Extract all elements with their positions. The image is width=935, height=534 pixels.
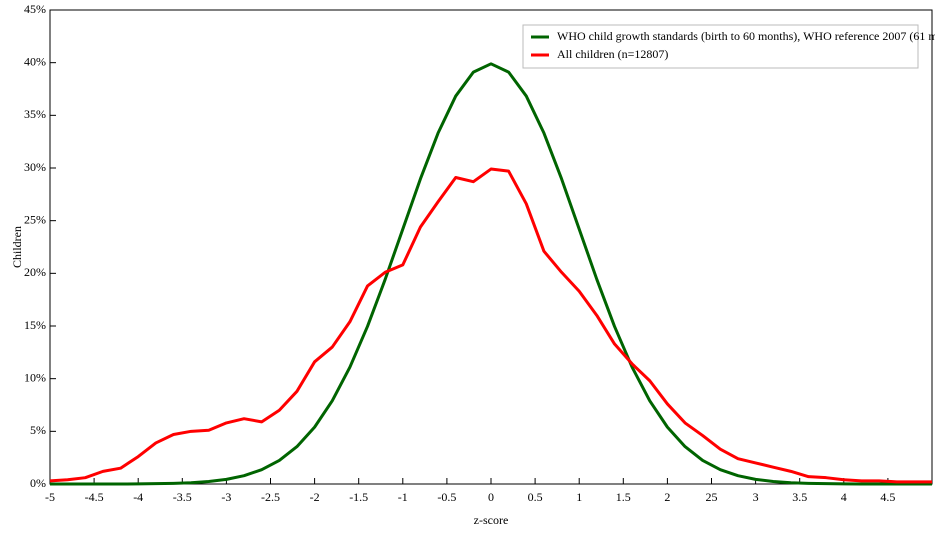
- x-tick-label: 4: [841, 490, 847, 504]
- x-tick-label: 0: [488, 490, 494, 504]
- x-tick-label: -0.5: [437, 490, 456, 504]
- x-tick-label: 3.5: [792, 490, 807, 504]
- y-tick-label: 15%: [24, 318, 46, 332]
- data-line: [50, 62, 932, 486]
- x-tick-label: -3: [221, 490, 231, 504]
- x-tick-label: 2: [664, 490, 670, 504]
- y-tick-label: 40%: [24, 54, 46, 68]
- legend-box: [522, 24, 919, 69]
- x-tick-label: -1.5: [349, 490, 368, 504]
- x-tick-label: 1.5: [616, 490, 631, 504]
- x-tick-label: -1: [398, 490, 408, 504]
- y-tick-label: 10%: [24, 370, 46, 384]
- y-tick-label: 20%: [24, 265, 46, 279]
- x-tick-label: -5: [45, 490, 55, 504]
- y-tick-label: 30%: [24, 160, 46, 174]
- x-tick-label: 1: [576, 490, 582, 504]
- y-tick-label: 25%: [24, 212, 46, 226]
- y-tick-label: 5%: [30, 423, 46, 437]
- x-tick-label: -4.5: [85, 490, 104, 504]
- x-tick-label: -4: [133, 490, 143, 504]
- legend-label: All children (n=12807): [557, 47, 668, 61]
- x-tick-label: -3.5: [173, 490, 192, 504]
- x-tick-label: -2: [310, 490, 320, 504]
- y-axis-label: Children: [10, 226, 24, 268]
- legend-label: WHO child growth standards (birth to 60 …: [557, 29, 935, 43]
- y-tick-label: 35%: [24, 107, 46, 121]
- y-tick-label: 0%: [30, 476, 46, 490]
- x-axis-label: z-score: [474, 513, 509, 527]
- x-tick-label: 25: [706, 490, 718, 504]
- data-line: [49, 167, 932, 484]
- plot-frame: [49, 9, 933, 485]
- y-tick-label: 45%: [24, 2, 46, 16]
- x-tick-label: 0.5: [528, 490, 543, 504]
- x-tick-label: 4.5: [880, 490, 895, 504]
- x-tick-label: 3: [753, 490, 759, 504]
- x-tick-label: -2.5: [261, 490, 280, 504]
